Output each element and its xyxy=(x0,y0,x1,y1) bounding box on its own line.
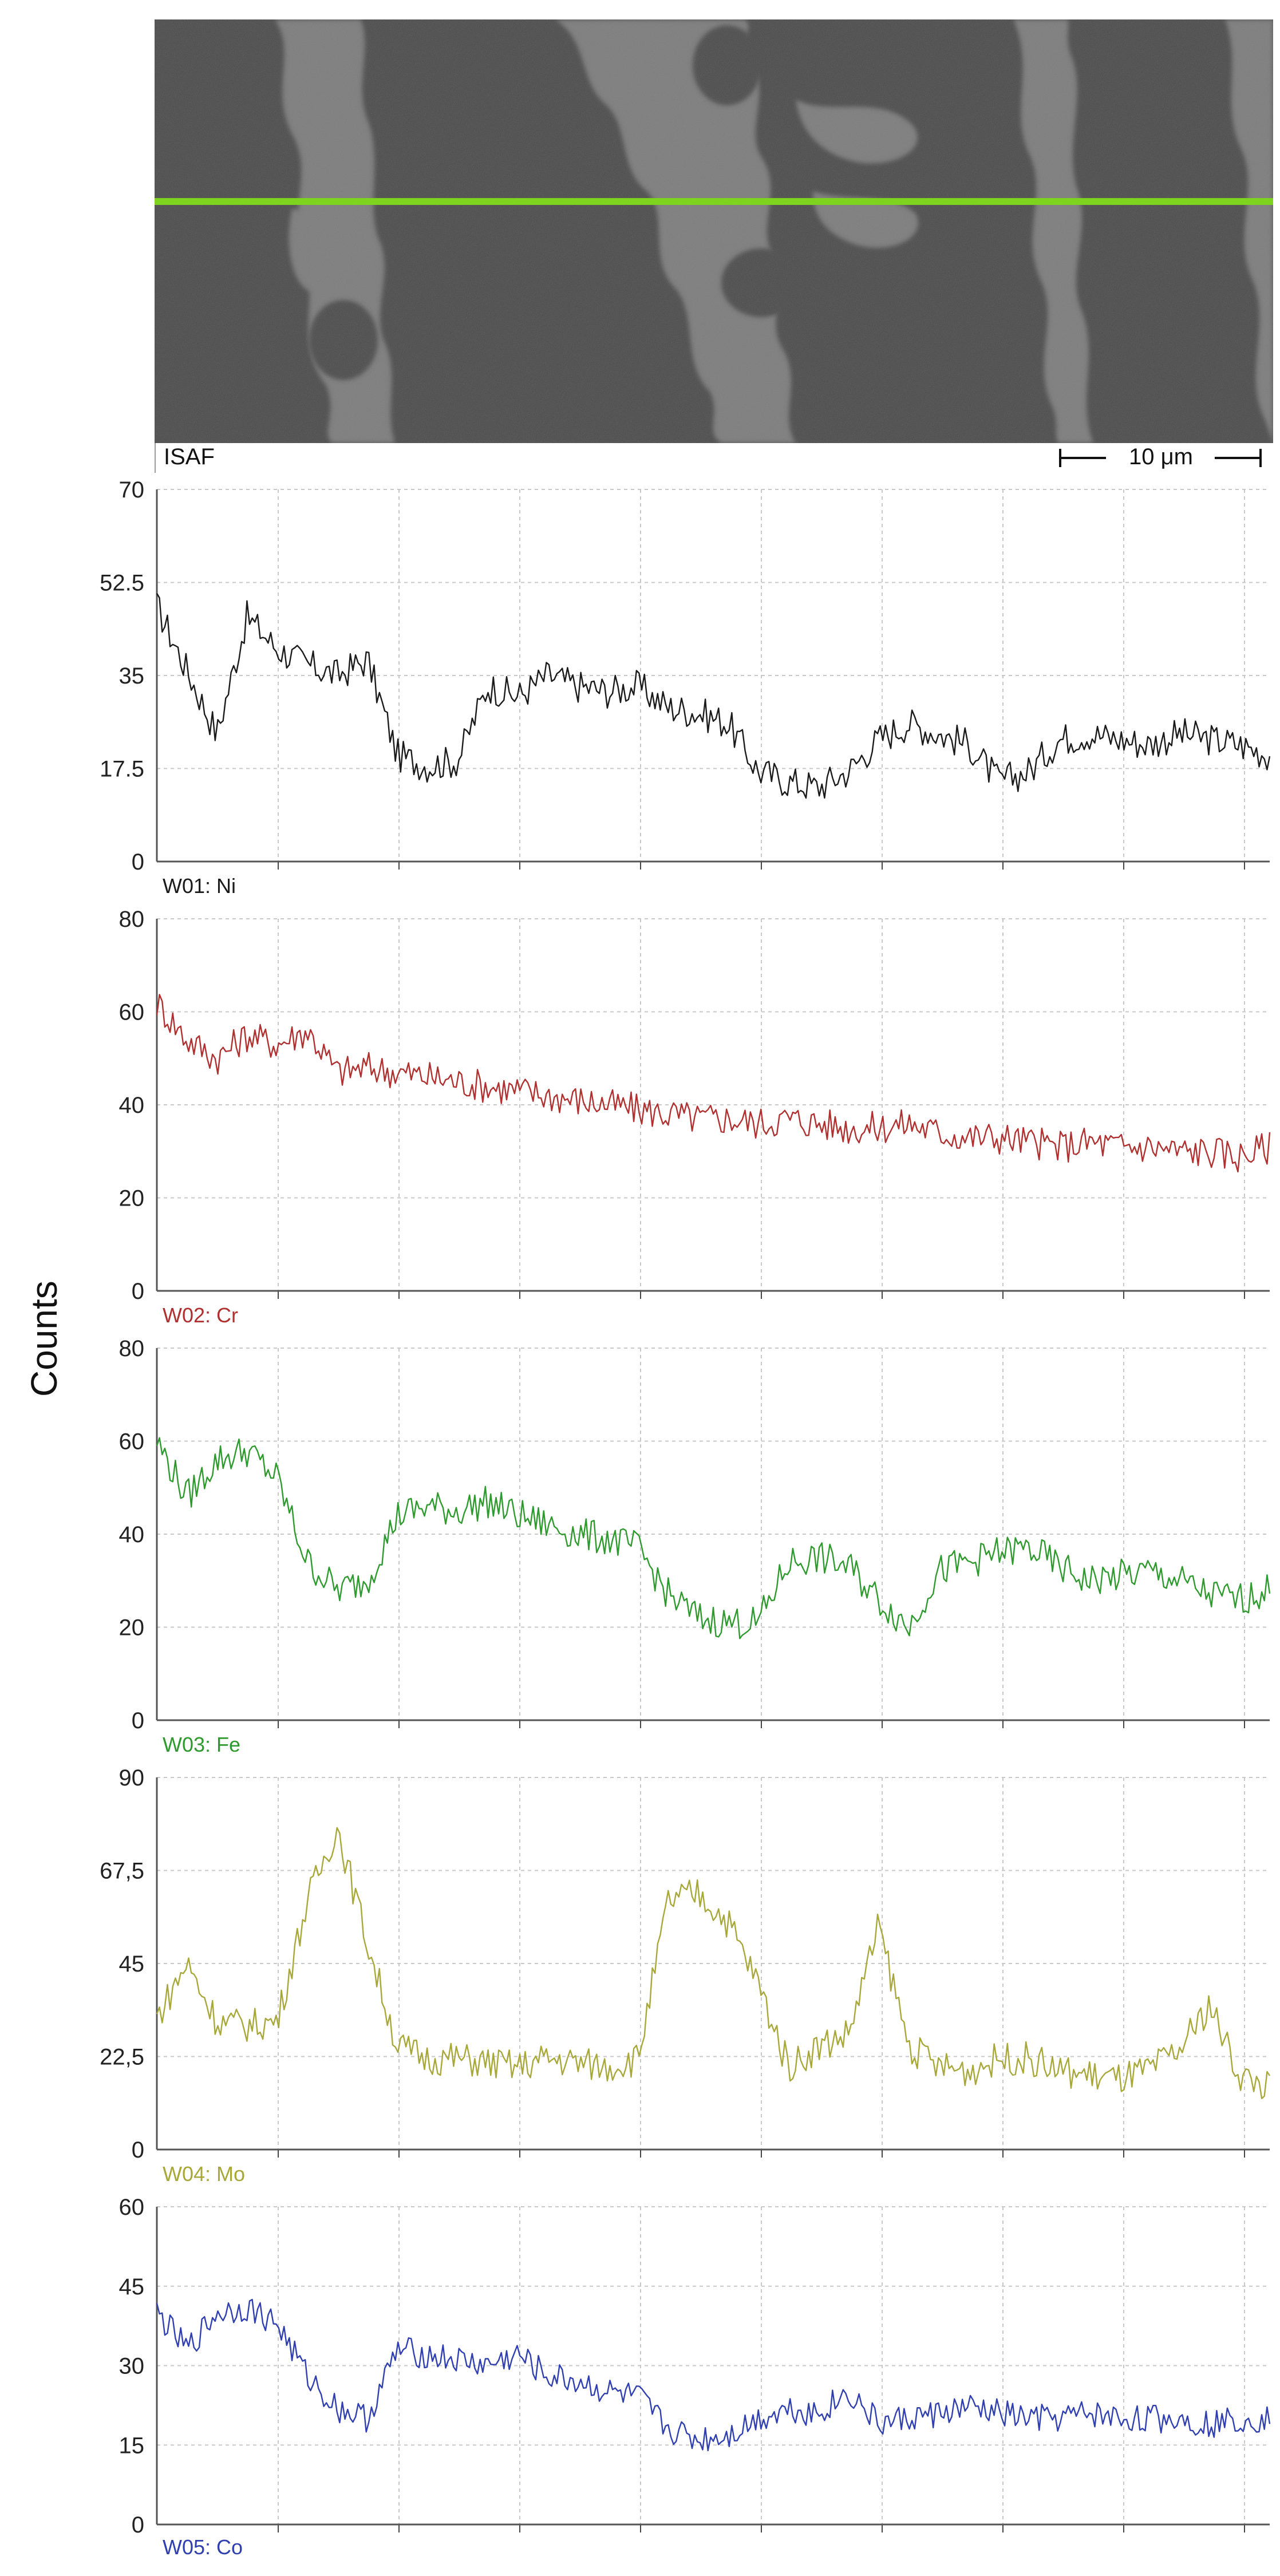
y-tick-label: 45 xyxy=(119,2274,145,2300)
y-tick-label: 90 xyxy=(119,1765,145,1791)
sample-label: ISAF xyxy=(164,444,215,469)
series-label: W03: Fe xyxy=(163,1733,240,1756)
y-tick-label: 0 xyxy=(132,850,144,875)
series-label: W02: Cr xyxy=(163,1303,238,1327)
y-tick-label: 67,5 xyxy=(100,1859,144,1884)
y-tick-label: 70 xyxy=(119,477,145,503)
y-tick-label: 15 xyxy=(119,2433,145,2458)
y-tick-label: 40 xyxy=(119,1522,145,1547)
y-tick-label: 0 xyxy=(132,1279,144,1304)
y-tick-label: 60 xyxy=(119,2195,145,2220)
y-tick-label: 60 xyxy=(119,1429,145,1455)
y-tick-label: 0 xyxy=(132,2512,144,2538)
scale-bar xyxy=(1059,449,1262,467)
y-tick-label: 0 xyxy=(132,1708,144,1733)
series-line xyxy=(156,1827,1270,2099)
series-label: W04: Mo xyxy=(163,2162,245,2186)
y-tick-label: 0 xyxy=(132,2138,144,2163)
series-label: W01: Ni xyxy=(163,874,236,898)
series-line xyxy=(156,592,1271,799)
sem-caption-bar: ISAF 10 μm xyxy=(155,443,1273,473)
sem-micrograph xyxy=(155,19,1273,443)
y-tick-label: 22,5 xyxy=(100,2045,144,2070)
series-line xyxy=(156,1437,1271,1639)
y-tick-label: 45 xyxy=(119,1951,145,1977)
y-tick-label: 35 xyxy=(119,663,145,689)
y-tick-label: 40 xyxy=(119,1093,145,1118)
sem-micrograph-image xyxy=(155,19,1273,443)
series-line xyxy=(156,2298,1271,2452)
y-tick-label: 52.5 xyxy=(100,571,144,596)
y-tick-label: 60 xyxy=(119,1000,145,1025)
series-line xyxy=(156,994,1271,1173)
y-tick-label: 20 xyxy=(119,1186,145,1211)
y-tick-label: 80 xyxy=(119,1336,145,1361)
y-tick-label: 20 xyxy=(119,1615,145,1641)
y-tick-label: 17.5 xyxy=(100,757,144,782)
y-tick-label: 30 xyxy=(119,2354,145,2379)
y-tick-label: 80 xyxy=(119,907,145,932)
series-label: W05: Co xyxy=(163,2535,243,2559)
scale-bar-label: 10 μm xyxy=(1129,444,1193,469)
